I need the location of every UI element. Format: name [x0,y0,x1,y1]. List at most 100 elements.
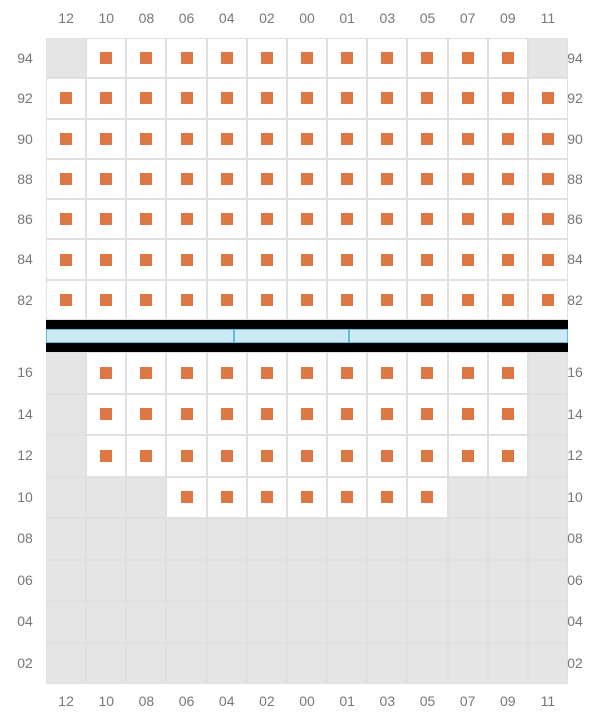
seat[interactable] [407,159,447,199]
seat[interactable] [367,239,407,279]
seat[interactable] [287,280,327,320]
seat[interactable] [287,199,327,239]
seat[interactable] [287,435,327,477]
seat[interactable] [287,159,327,199]
seat[interactable] [448,280,488,320]
seat[interactable] [126,119,166,159]
seat[interactable] [488,394,528,436]
seat[interactable] [46,78,86,118]
seat[interactable] [448,119,488,159]
seat[interactable] [46,280,86,320]
seat[interactable] [287,78,327,118]
seat[interactable] [488,352,528,394]
seat[interactable] [287,38,327,78]
seat[interactable] [126,199,166,239]
seat[interactable] [166,394,206,436]
seat[interactable] [207,435,247,477]
seat[interactable] [207,199,247,239]
seat[interactable] [367,394,407,436]
seat[interactable] [287,352,327,394]
seat[interactable] [407,435,447,477]
seat[interactable] [327,78,367,118]
seat[interactable] [166,159,206,199]
seat[interactable] [247,435,287,477]
seat[interactable] [86,280,126,320]
seat[interactable] [448,239,488,279]
seat[interactable] [327,239,367,279]
seat[interactable] [166,38,206,78]
seat[interactable] [207,38,247,78]
seat[interactable] [488,239,528,279]
seat[interactable] [46,119,86,159]
seat[interactable] [488,38,528,78]
seat[interactable] [86,394,126,436]
seat[interactable] [367,477,407,519]
seat[interactable] [407,477,447,519]
seat[interactable] [407,239,447,279]
seat[interactable] [86,78,126,118]
seat[interactable] [247,38,287,78]
seat[interactable] [207,119,247,159]
seat[interactable] [448,352,488,394]
seat[interactable] [327,352,367,394]
seat[interactable] [166,78,206,118]
seat[interactable] [287,119,327,159]
seat[interactable] [86,352,126,394]
seat[interactable] [247,352,287,394]
seat[interactable] [367,199,407,239]
seat[interactable] [448,394,488,436]
seat[interactable] [287,394,327,436]
seat[interactable] [407,78,447,118]
seat[interactable] [407,280,447,320]
seat[interactable] [126,435,166,477]
seat[interactable] [367,119,407,159]
seat[interactable] [126,239,166,279]
seat[interactable] [448,159,488,199]
seat[interactable] [207,159,247,199]
seat[interactable] [46,239,86,279]
seat[interactable] [407,119,447,159]
seat[interactable] [327,394,367,436]
seat[interactable] [448,38,488,78]
seat[interactable] [207,352,247,394]
seat[interactable] [367,352,407,394]
seat[interactable] [488,199,528,239]
seat[interactable] [166,199,206,239]
seat[interactable] [407,352,447,394]
seat[interactable] [126,78,166,118]
seat[interactable] [86,239,126,279]
seat[interactable] [166,280,206,320]
seat[interactable] [247,394,287,436]
seat[interactable] [367,280,407,320]
seat[interactable] [407,38,447,78]
seat[interactable] [488,159,528,199]
seat[interactable] [367,38,407,78]
seat[interactable] [247,199,287,239]
seat[interactable] [247,119,287,159]
seat[interactable] [247,280,287,320]
seat[interactable] [166,477,206,519]
seat[interactable] [126,159,166,199]
seat[interactable] [86,159,126,199]
seat[interactable] [247,239,287,279]
seat[interactable] [327,280,367,320]
seat[interactable] [46,199,86,239]
seat[interactable] [166,435,206,477]
seat[interactable] [488,435,528,477]
seat[interactable] [327,435,367,477]
seat[interactable] [327,119,367,159]
seat[interactable] [86,38,126,78]
seat[interactable] [367,435,407,477]
seat[interactable] [367,159,407,199]
seat[interactable] [407,199,447,239]
seat[interactable] [448,435,488,477]
seat[interactable] [126,38,166,78]
seat[interactable] [247,477,287,519]
seat[interactable] [327,38,367,78]
seat[interactable] [287,477,327,519]
seat[interactable] [207,477,247,519]
seat[interactable] [207,78,247,118]
seat[interactable] [166,352,206,394]
seat[interactable] [327,199,367,239]
seat[interactable] [367,78,407,118]
